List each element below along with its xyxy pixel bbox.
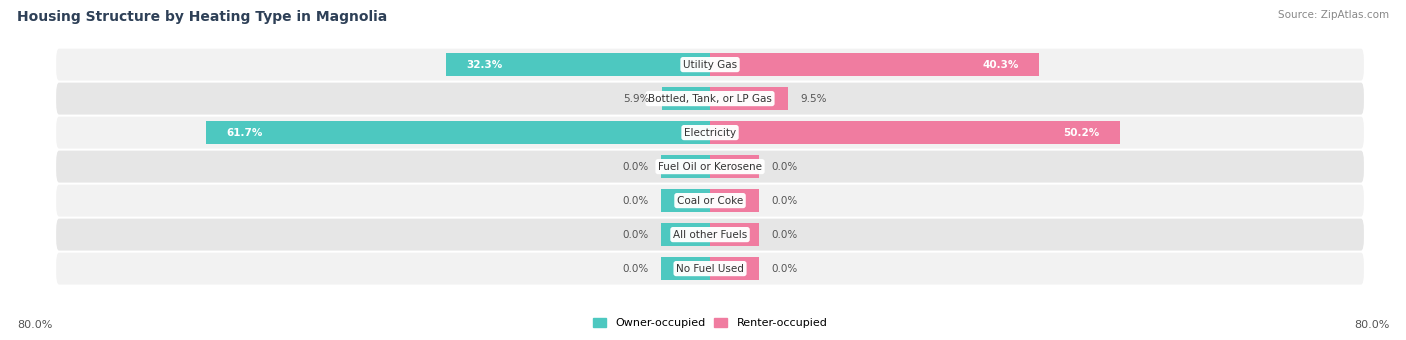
Bar	[710, 155, 759, 178]
Text: Utility Gas: Utility Gas	[683, 59, 737, 70]
Text: 0.0%: 0.0%	[623, 162, 648, 172]
Bar	[710, 53, 1039, 76]
FancyBboxPatch shape	[56, 83, 1364, 115]
Text: Bottled, Tank, or LP Gas: Bottled, Tank, or LP Gas	[648, 94, 772, 104]
Bar	[710, 257, 759, 280]
FancyBboxPatch shape	[56, 151, 1364, 183]
Text: 0.0%: 0.0%	[623, 230, 648, 240]
Bar	[661, 223, 710, 246]
Text: Source: ZipAtlas.com: Source: ZipAtlas.com	[1278, 10, 1389, 20]
FancyBboxPatch shape	[56, 117, 1364, 149]
Text: All other Fuels: All other Fuels	[673, 230, 747, 240]
Text: 5.9%: 5.9%	[623, 94, 650, 104]
Bar	[710, 223, 759, 246]
Bar	[205, 121, 710, 144]
Text: 32.3%: 32.3%	[467, 59, 503, 70]
Bar	[710, 189, 759, 212]
Bar	[661, 155, 710, 178]
Text: Housing Structure by Heating Type in Magnolia: Housing Structure by Heating Type in Mag…	[17, 10, 387, 24]
Text: 40.3%: 40.3%	[983, 59, 1019, 70]
Text: 0.0%: 0.0%	[772, 264, 797, 274]
Legend: Owner-occupied, Renter-occupied: Owner-occupied, Renter-occupied	[588, 313, 832, 333]
Text: 0.0%: 0.0%	[623, 195, 648, 206]
FancyBboxPatch shape	[56, 49, 1364, 81]
Text: 80.0%: 80.0%	[1354, 320, 1389, 330]
Bar	[661, 189, 710, 212]
Text: 0.0%: 0.0%	[772, 230, 797, 240]
Text: 9.5%: 9.5%	[800, 94, 827, 104]
FancyBboxPatch shape	[56, 253, 1364, 285]
Text: 0.0%: 0.0%	[772, 162, 797, 172]
Text: 61.7%: 61.7%	[226, 128, 263, 138]
FancyBboxPatch shape	[56, 219, 1364, 251]
Bar	[710, 121, 1121, 144]
Text: 0.0%: 0.0%	[772, 195, 797, 206]
FancyBboxPatch shape	[56, 185, 1364, 217]
Text: 80.0%: 80.0%	[17, 320, 52, 330]
Text: Coal or Coke: Coal or Coke	[676, 195, 744, 206]
Bar	[661, 257, 710, 280]
Bar	[710, 87, 787, 110]
Bar	[446, 53, 710, 76]
Text: 50.2%: 50.2%	[1063, 128, 1099, 138]
Text: No Fuel Used: No Fuel Used	[676, 264, 744, 274]
Text: 0.0%: 0.0%	[623, 264, 648, 274]
Text: Electricity: Electricity	[683, 128, 737, 138]
Text: Fuel Oil or Kerosene: Fuel Oil or Kerosene	[658, 162, 762, 172]
Bar	[662, 87, 710, 110]
